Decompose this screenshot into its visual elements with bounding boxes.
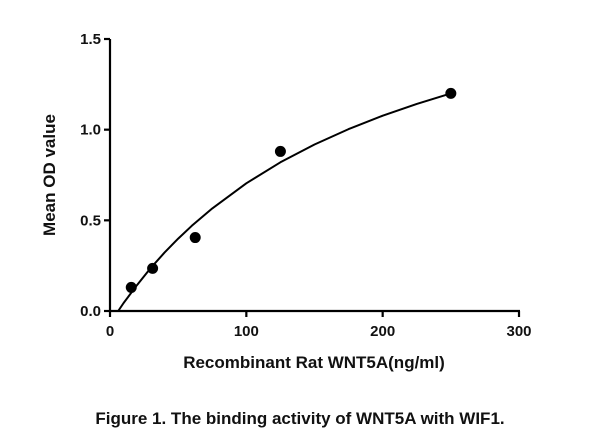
figure-caption: Figure 1. The binding activity of WNT5A …	[95, 409, 505, 428]
y-tick-label: 0.5	[80, 212, 101, 229]
x-axis-label: Recombinant Rat WNT5A(ng/ml)	[183, 353, 445, 372]
x-tick-label: 300	[506, 323, 531, 340]
data-point	[125, 281, 137, 293]
x-tick-label: 200	[370, 323, 395, 340]
fit-curve	[117, 92, 452, 312]
x-tick-label: 100	[234, 323, 259, 340]
y-tick-label: 0.0	[80, 303, 101, 320]
data-point	[445, 87, 457, 99]
data-point	[274, 145, 286, 157]
data-marks	[117, 87, 457, 312]
data-point	[147, 262, 159, 274]
y-tick-label: 1.0	[80, 122, 101, 139]
data-point	[189, 232, 201, 244]
y-tick-label: 1.5	[80, 31, 101, 48]
y-axis-label: Mean OD value	[40, 114, 59, 236]
x-tick-label: 0	[106, 323, 114, 340]
tick-labels: 0 100 200 300 0.0 0.5 1.0 1.5	[80, 31, 531, 340]
axes	[104, 37, 521, 317]
